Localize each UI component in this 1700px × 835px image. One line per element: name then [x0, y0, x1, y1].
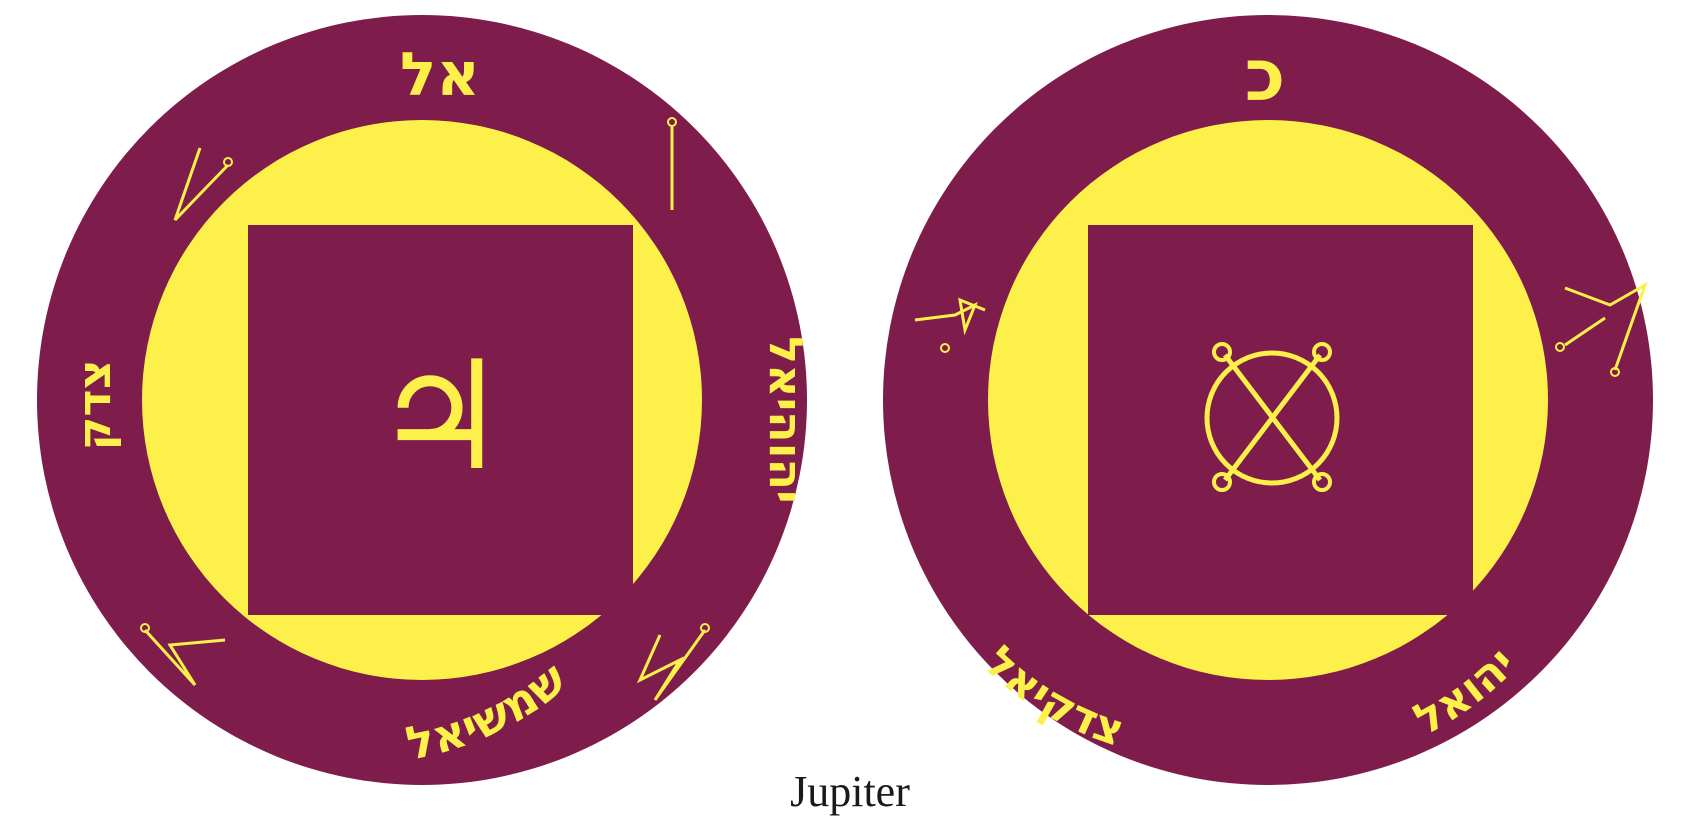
left-top-inscription: אל — [400, 40, 480, 110]
sigil-left-icon — [914, 297, 986, 353]
sigil-lower-right-icon — [636, 623, 710, 701]
sigil-right-icon — [1555, 281, 1648, 377]
left-center-square — [248, 225, 633, 615]
left-left-inscription: צדק — [67, 360, 121, 451]
caption: Jupiter — [790, 767, 910, 816]
sigil-lower-left-icon — [140, 623, 226, 687]
sigil-upper-right-icon — [667, 117, 677, 210]
sigil-upper-left-icon — [173, 147, 233, 222]
left-pentacle: ♃ אל צדק יהוהיאל שמשיאל — [37, 15, 813, 785]
left-right-inscription: יהוהיאל — [759, 336, 813, 503]
right-center-square — [1088, 225, 1473, 615]
right-pentacle: כ צדקיאל יהואל — [883, 15, 1653, 785]
crossed-circle-sigil-icon — [1204, 342, 1340, 492]
left-center-glyph: ♃ — [373, 330, 507, 504]
right-top-inscription: כ — [1245, 33, 1286, 117]
